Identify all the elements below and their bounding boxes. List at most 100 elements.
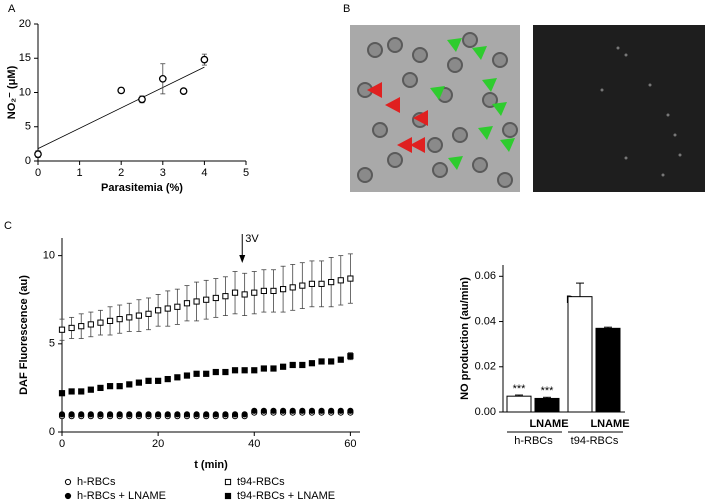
marker [97,384,104,392]
marker [231,289,239,296]
x-axis-label: t (min) [194,459,228,471]
marker [193,298,200,305]
marker [145,411,152,418]
marker [203,411,210,418]
marker [337,356,344,363]
marker [126,381,133,388]
marker [299,361,306,369]
series-label: LNAME [590,418,629,430]
y-tick-label: 0 [25,155,31,167]
marker [279,363,287,370]
marker [279,407,287,414]
y-axis-label: NO₂⁻ (μM) [6,65,18,119]
x-tick-label: 20 [152,438,164,450]
marker [78,323,85,330]
marker [347,275,354,282]
marker [116,411,123,418]
marker [164,305,171,312]
marker [347,353,354,360]
marker [308,407,316,414]
marker [231,411,239,418]
marker [183,372,191,379]
marker [222,293,229,300]
marker [347,407,354,414]
marker [260,287,267,295]
marker [200,55,209,64]
marker [155,377,162,384]
panel-letter: B [343,3,350,15]
y-tick-label: 10 [19,86,31,98]
marker [337,407,344,414]
bar [506,395,532,413]
marker [145,310,152,317]
marker [106,411,114,418]
marker [87,321,94,328]
marker [174,303,181,310]
marker [117,86,126,95]
marker [270,365,277,372]
marker [241,367,248,374]
marker [222,368,229,376]
x-tick-label: 5 [243,167,249,179]
marker [78,388,85,395]
marker [145,377,152,384]
marker [318,280,325,287]
y-tick-label: 0.02 [475,361,496,373]
x-tick-label: t94-RBCs [571,435,619,447]
marker [183,411,191,418]
marker [251,367,258,374]
marker [193,411,200,418]
legend-label: t94-RBCs + LNAME [237,490,335,500]
marker [337,277,344,284]
marker [126,411,133,418]
marker [58,411,66,418]
marker [212,368,219,376]
marker [299,282,306,289]
x-tick-label: h-RBCs [514,435,553,447]
significance-label: *** [513,383,527,395]
marker [106,383,114,390]
marker [78,411,85,418]
y-tick-label: 5 [25,121,31,133]
marker [87,411,94,418]
marker [164,375,171,383]
x-tick-label: 60 [344,438,356,450]
x-tick-label: 1 [77,167,83,179]
x-tick-label: 40 [248,438,260,450]
x-tick-label: 4 [201,167,207,179]
marker [68,411,75,418]
marker [174,374,181,381]
marker [34,150,42,158]
marker [138,95,146,104]
y-axis-label: NO production (au/min) [459,277,471,400]
panel-letter: A [8,3,16,15]
marker [212,294,219,302]
legend-marker [224,492,232,500]
marker [251,407,258,414]
y-tick-label: 10 [43,250,55,262]
marker [135,312,143,319]
series-label: LNAME [529,418,568,430]
marker [135,379,143,386]
y-tick-label: 0.04 [475,315,496,327]
marker [183,300,191,307]
marker [241,291,248,298]
marker [155,411,162,418]
marker [289,407,296,414]
marker [251,289,258,296]
x-axis-label: Parasitemia (%) [101,182,183,194]
marker [299,407,306,414]
annotation-arrowhead [239,255,246,263]
marker [193,370,200,377]
marker [203,370,210,377]
marker [328,358,335,365]
x-tick-label: 0 [35,167,41,179]
marker [308,360,316,367]
marker [328,407,335,414]
marker [318,358,325,365]
marker [116,316,123,323]
marker [179,87,188,95]
marker [289,284,296,291]
trendline [37,66,205,150]
marker [260,365,267,372]
